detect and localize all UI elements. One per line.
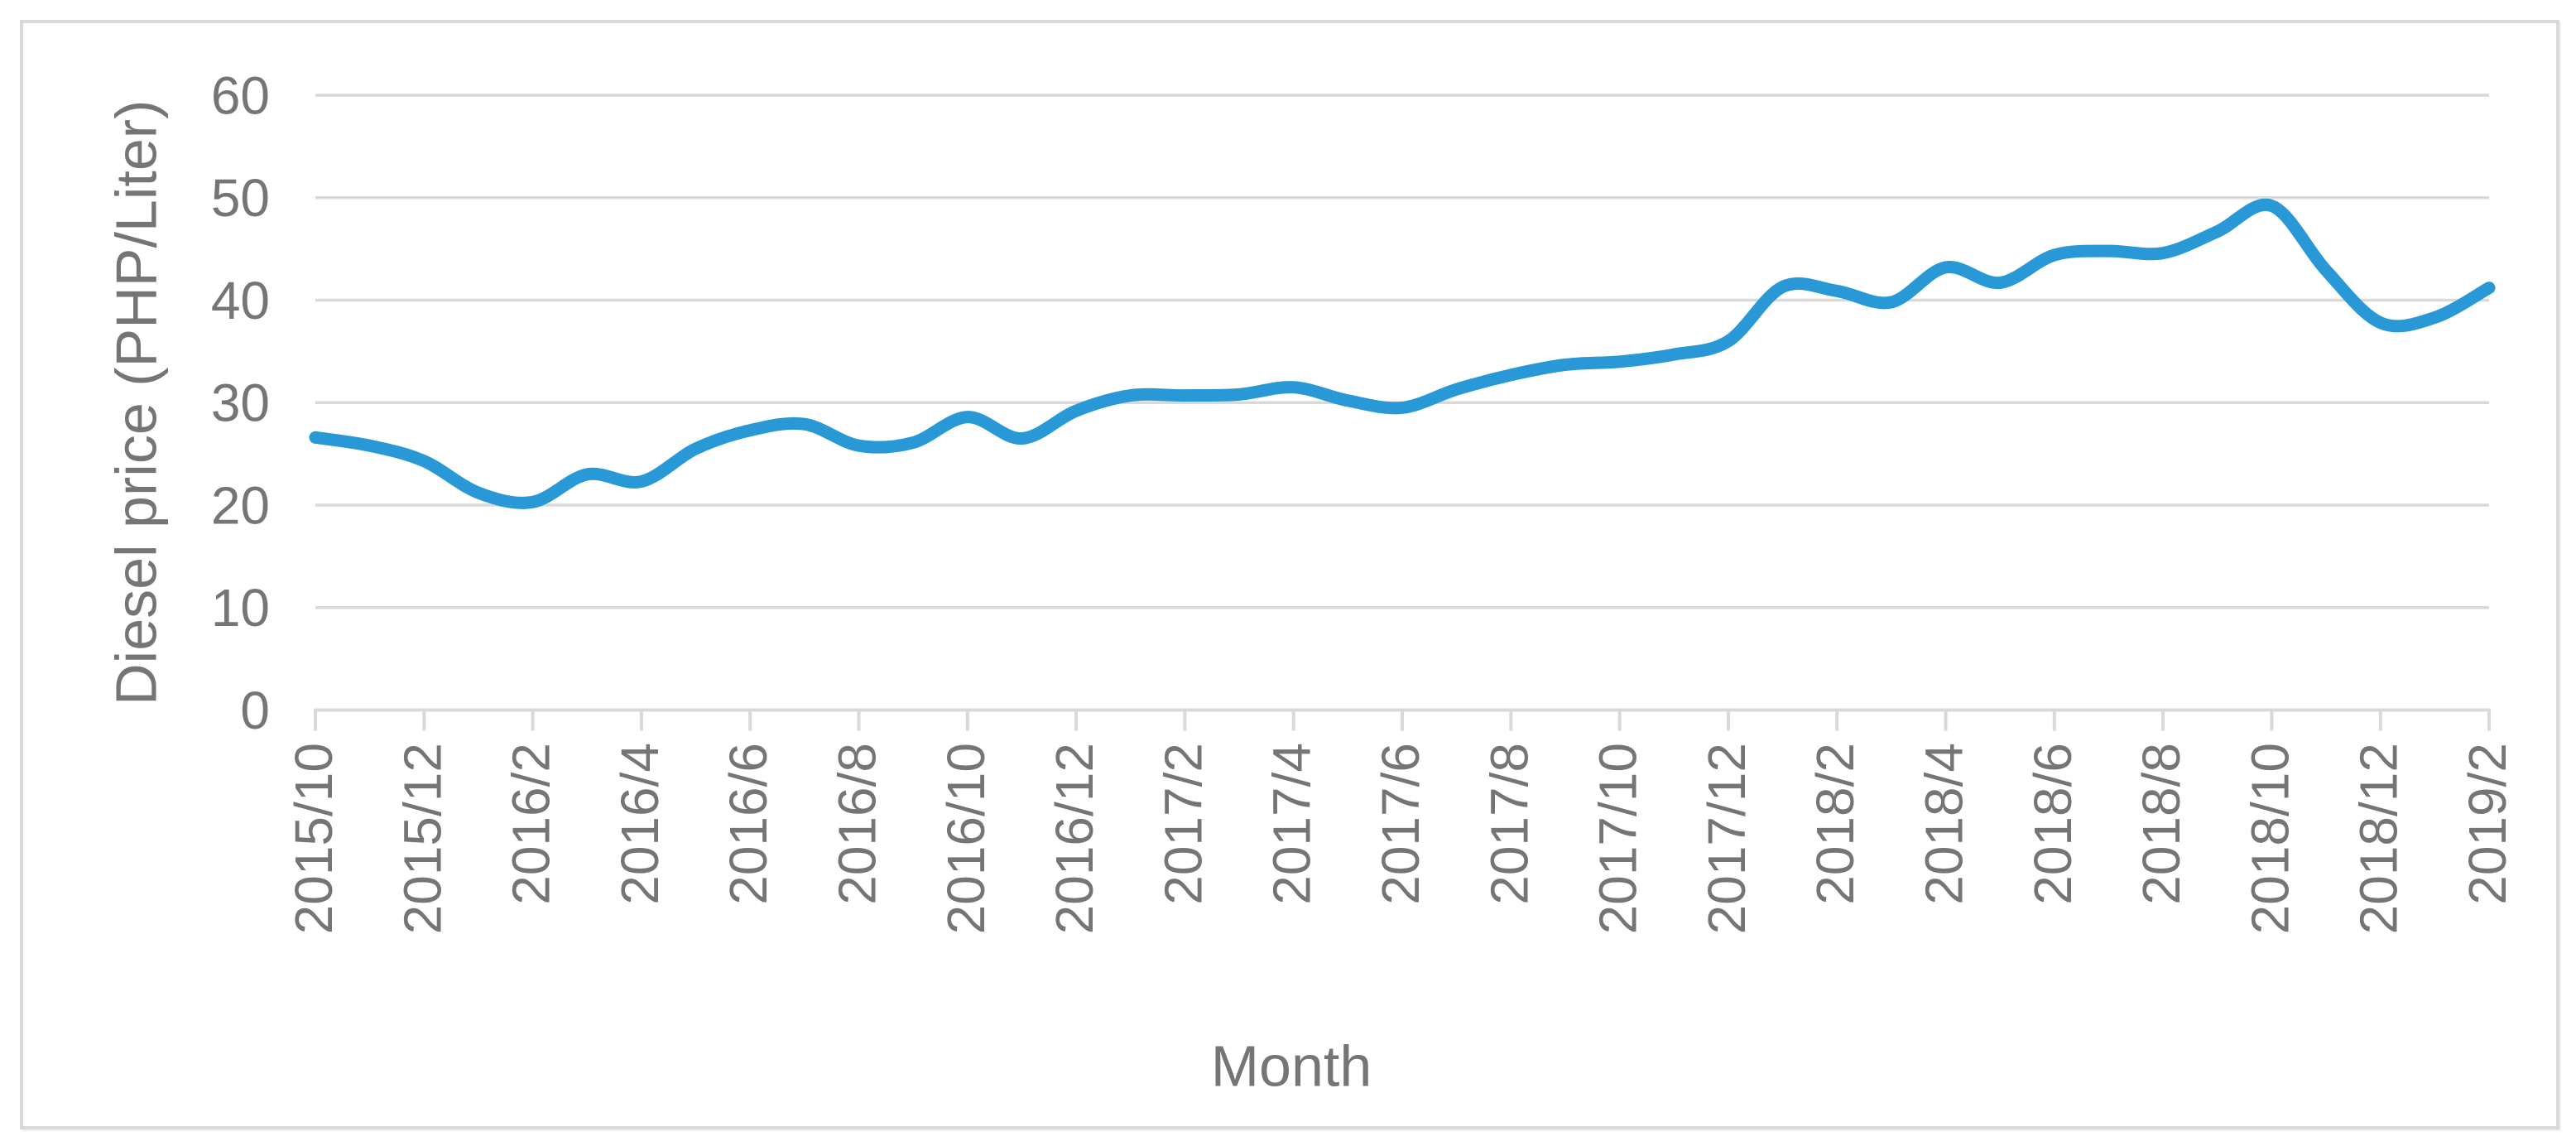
x-tick-label: 2017/12 — [1697, 743, 1757, 934]
x-tick-label: 2018/6 — [2023, 743, 2083, 905]
x-axis — [314, 708, 2491, 731]
y-tick-label-40: 40 — [211, 271, 270, 330]
x-tick-label: 2017/8 — [1479, 743, 1539, 905]
x-tick-label: 2016/10 — [936, 743, 996, 934]
x-tick-label: 2016/8 — [828, 743, 887, 905]
y-tick-label-30: 30 — [211, 373, 270, 433]
x-tick-label: 2018/2 — [1805, 743, 1865, 905]
x-tick-label: 2017/10 — [1588, 743, 1648, 934]
x-tick-label: 2019/2 — [2458, 743, 2517, 905]
x-tick-label: 2016/6 — [718, 743, 778, 905]
horizontal-gridlines — [315, 94, 2489, 609]
diesel-price-series-line — [309, 198, 2496, 509]
x-tick-label: 2016/2 — [502, 743, 561, 905]
diesel-price-line-chart: 0 10 20 30 40 50 60 2015/10 2015/12 2016/2 2016/4… — [104, 65, 2518, 1099]
x-tick-label: 2018/8 — [2131, 743, 2191, 905]
x-tick-label: 2018/12 — [2349, 743, 2409, 934]
x-tick-label: 2017/6 — [1371, 743, 1430, 905]
x-tick-label: 2016/4 — [610, 743, 670, 905]
x-tick-label: 2017/4 — [1262, 743, 1322, 905]
x-tick-label: 2015/12 — [392, 743, 452, 934]
x-tick-label: 2018/10 — [2240, 743, 2300, 934]
x-tick-label: 2015/10 — [284, 743, 344, 934]
x-tick-label: 2017/2 — [1153, 743, 1213, 905]
y-tick-label-20: 20 — [211, 475, 270, 535]
y-tick-label-50: 50 — [211, 168, 270, 228]
y-axis-title: Diesel price (PHP/Liter) — [104, 100, 169, 705]
x-axis-tick-labels: 2015/10 2015/12 2016/2 2016/4 2016/6 2016/8 20… — [284, 743, 2517, 934]
y-tick-label-60: 60 — [211, 65, 270, 125]
x-tick-label: 2018/4 — [1915, 743, 1974, 905]
y-tick-label-10: 10 — [211, 578, 270, 638]
y-axis-tick-labels: 0 10 20 30 40 50 60 — [211, 65, 270, 740]
x-tick-label: 2016/12 — [1045, 743, 1104, 934]
x-axis-title: Month — [1211, 1034, 1372, 1099]
chart-border: 0 10 20 30 40 50 60 2015/10 2015/12 2016/2 2016/4… — [20, 20, 2559, 1129]
y-tick-label-0: 0 — [240, 681, 270, 740]
